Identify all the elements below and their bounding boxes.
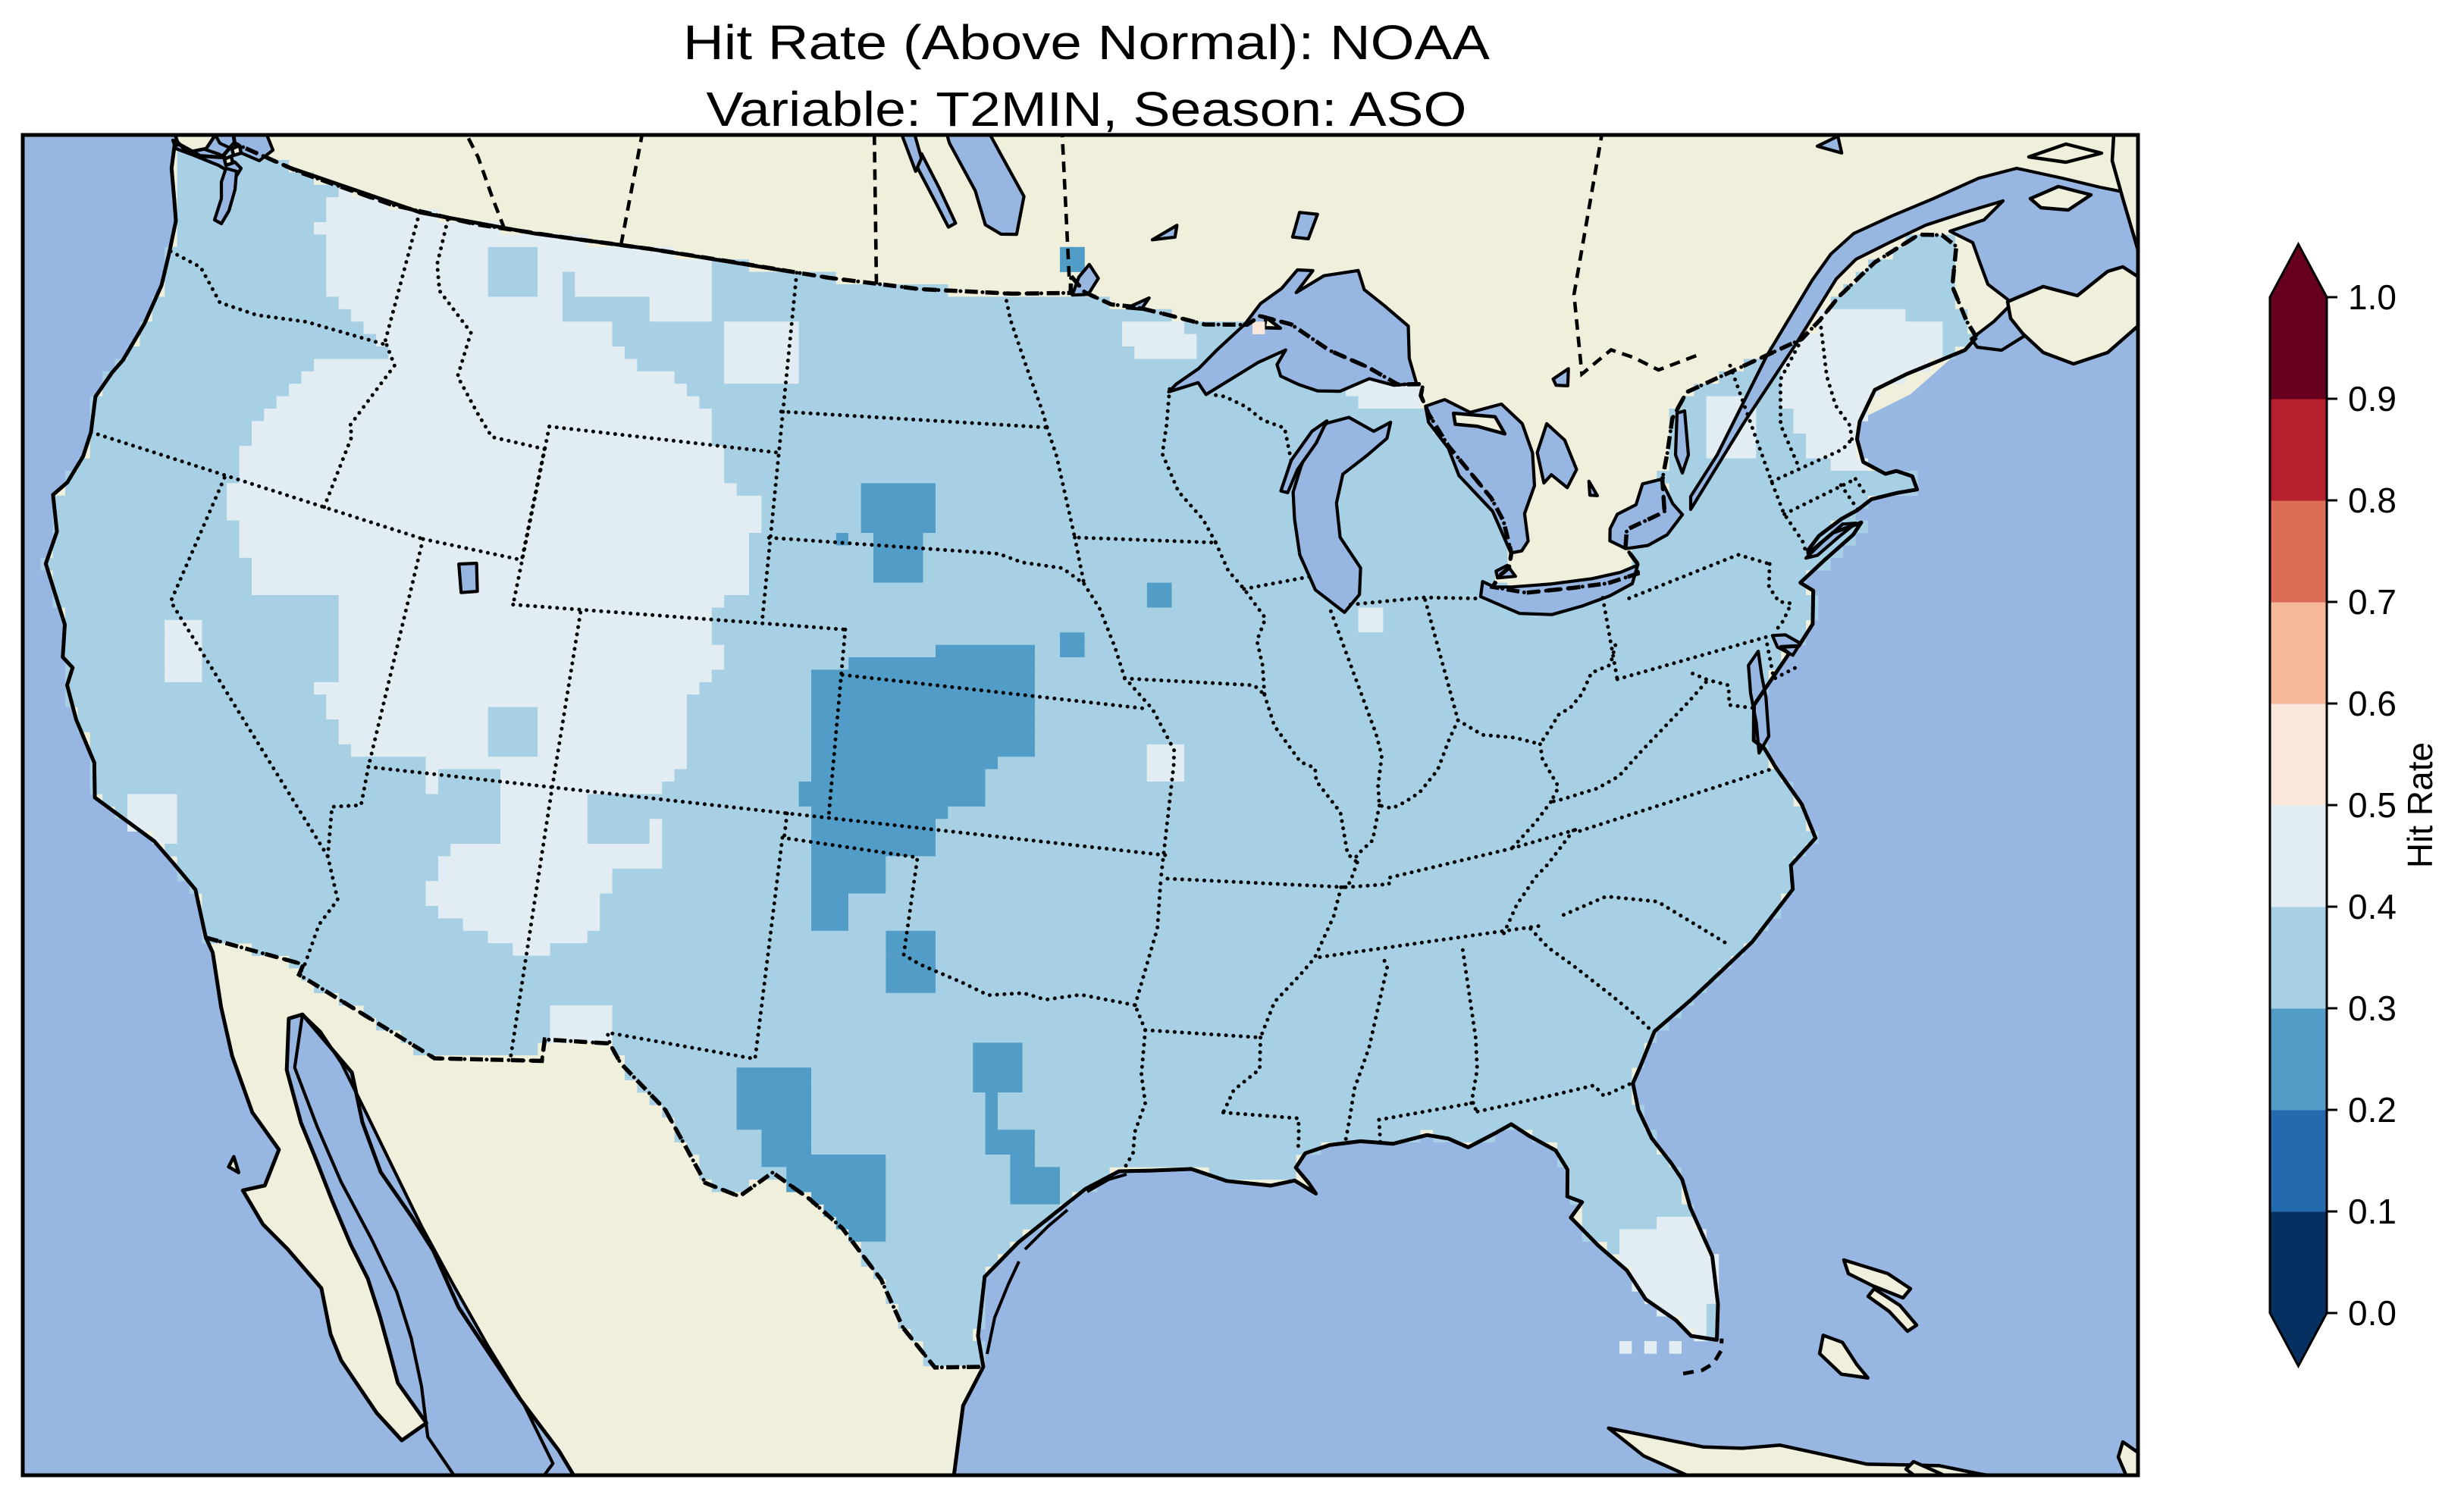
svg-text:0.3: 0.3 <box>2348 989 2397 1028</box>
svg-text:0.9: 0.9 <box>2348 379 2397 418</box>
svg-text:0.7: 0.7 <box>2348 582 2397 622</box>
svg-text:0.1: 0.1 <box>2348 1192 2397 1231</box>
svg-text:Hit Rate: Hit Rate <box>2400 742 2440 868</box>
svg-text:0.5: 0.5 <box>2348 785 2397 825</box>
svg-text:1.0: 1.0 <box>2348 277 2397 317</box>
svg-text:0.0: 0.0 <box>2348 1293 2397 1333</box>
svg-text:0.2: 0.2 <box>2348 1090 2397 1130</box>
svg-text:0.4: 0.4 <box>2348 887 2397 926</box>
svg-text:0.6: 0.6 <box>2348 684 2397 723</box>
svg-text:0.8: 0.8 <box>2348 481 2397 520</box>
svg-text:Hit Rate (Above Normal): NOAA: Hit Rate (Above Normal): NOAA <box>683 15 1490 70</box>
svg-text:Variable: T2MIN, Season: ASO: Variable: T2MIN, Season: ASO <box>707 82 1467 136</box>
